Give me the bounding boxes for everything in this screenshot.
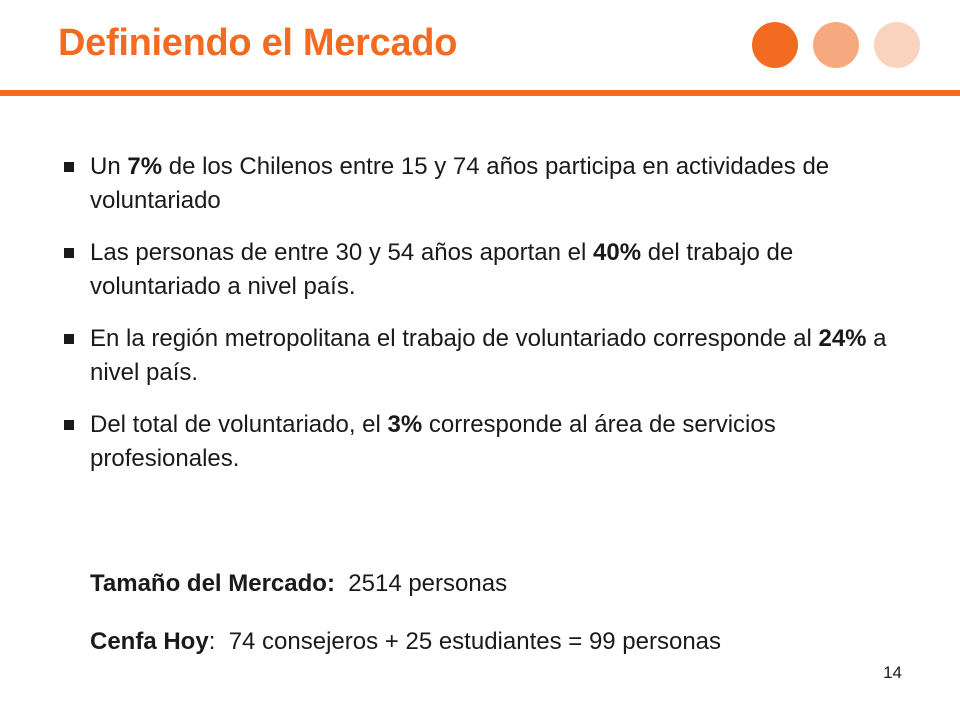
cenfa-today-value: : 74 consejeros + 25 estudiantes = 99 pe…: [208, 628, 722, 655]
bullet-highlight: 40%: [593, 239, 642, 266]
bullet-item: Las personas de entre 30 y 54 años aport…: [60, 236, 920, 304]
market-size-label: Tamaño del Mercado:: [90, 570, 335, 597]
bullet-text-after: a nivel país.: [90, 325, 887, 386]
slide-title: Definiendo el Mercado: [58, 22, 458, 64]
bullet-text-after: corresponde al área de servicios profesi…: [90, 411, 776, 472]
market-size-value: 2514 personas: [334, 570, 508, 597]
page-number: 14: [883, 663, 902, 682]
square-bullet-icon: [64, 420, 74, 430]
decorative-circle-medium: [813, 22, 859, 68]
cenfa-today-line: Cenfa Hoy: 74 consejeros + 25 estudiante…: [90, 625, 721, 659]
decorative-circle-light: [874, 22, 920, 68]
decorative-circle-dark: [752, 22, 798, 68]
square-bullet-icon: [64, 162, 74, 172]
bullet-highlight: 7%: [127, 153, 163, 180]
cenfa-today-label: Cenfa Hoy: [90, 628, 209, 655]
bullet-list: Un 7% de los Chilenos entre 15 y 74 años…: [60, 150, 920, 494]
bullet-highlight: 3%: [387, 411, 423, 438]
bullet-item: Del total de voluntariado, el 3% corresp…: [60, 408, 920, 476]
bullet-item: Un 7% de los Chilenos entre 15 y 74 años…: [60, 150, 920, 218]
bullet-text-after: del trabajo de voluntariado a nivel país…: [90, 239, 794, 300]
market-size-line: Tamaño del Mercado: 2514 personas: [90, 567, 507, 601]
bullet-text-before: Un: [90, 153, 128, 180]
square-bullet-icon: [64, 248, 74, 258]
bullet-text-after: de los Chilenos entre 15 y 74 años parti…: [90, 153, 830, 214]
bullet-text-before: En la región metropolitana el trabajo de…: [90, 325, 819, 352]
bullet-text-before: Las personas de entre 30 y 54 años aport…: [90, 239, 594, 266]
bullet-text-before: Del total de voluntariado, el: [90, 411, 388, 438]
title-divider: [0, 90, 960, 96]
square-bullet-icon: [64, 334, 74, 344]
bullet-item: En la región metropolitana el trabajo de…: [60, 322, 920, 390]
bullet-highlight: 24%: [818, 325, 867, 352]
